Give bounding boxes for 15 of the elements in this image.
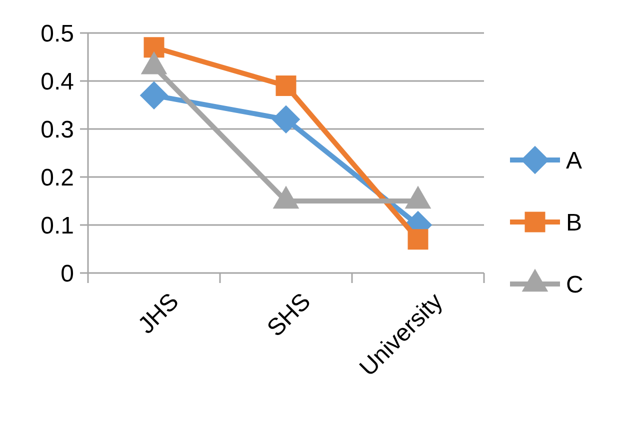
y-tick-label: 0.3 (40, 116, 74, 144)
y-tick-label: 0.1 (40, 212, 74, 240)
point (272, 105, 300, 134)
point (276, 76, 296, 96)
y-tick-label: 0.2 (40, 164, 74, 192)
y-tick-label: 0.4 (40, 68, 74, 96)
point (144, 37, 164, 58)
point (408, 229, 428, 250)
x-tick-label: JHS (132, 288, 184, 340)
y-tick-label: 0 (60, 260, 74, 288)
point (140, 81, 168, 110)
legend-label: B (566, 209, 582, 236)
legend-label: C (566, 271, 584, 298)
y-tick-label: 0.5 (40, 20, 74, 48)
legend-label: A (566, 147, 582, 174)
